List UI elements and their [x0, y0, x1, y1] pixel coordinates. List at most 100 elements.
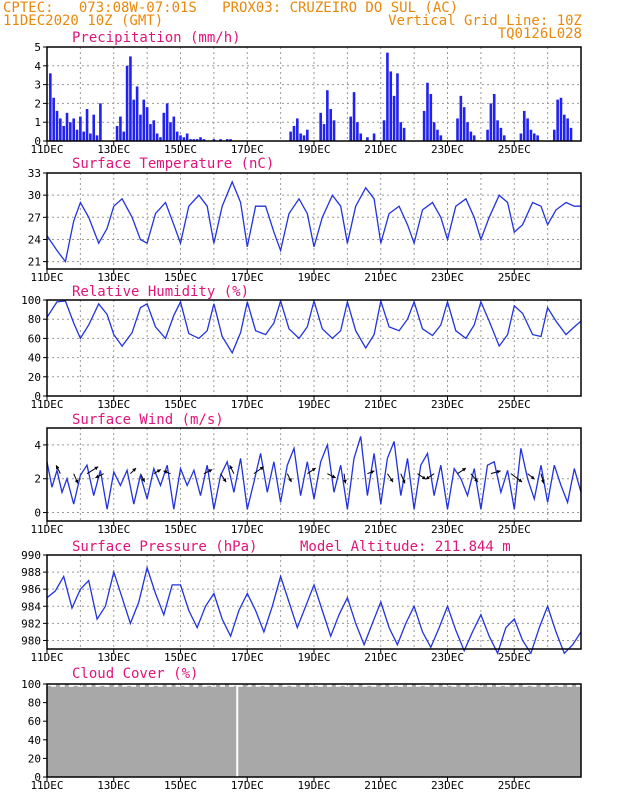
cloud-bar [189, 684, 194, 688]
x-tick-label: 13DEC [97, 779, 130, 792]
precip-bar [432, 122, 436, 141]
precip-bar [382, 120, 386, 141]
wind-arrowhead [540, 479, 545, 484]
cloud-bar [144, 683, 149, 688]
cloud-cover-panel: 0 20 40 60 80 100 11DEC 13DEC 15DEC 17DEC 19DEC 21D… [21, 666, 582, 792]
precip-bar [426, 82, 429, 141]
precip-bar [466, 122, 469, 141]
precip-bar [82, 131, 86, 141]
precip-bar [75, 129, 79, 141]
y-tick-label: 3 [34, 79, 41, 92]
y-tick-label: 2 [34, 97, 41, 110]
precip-bar [212, 139, 216, 141]
precip-bar [155, 133, 159, 141]
x-tick-label: 19DEC [297, 651, 330, 664]
cloud-bar [518, 683, 523, 688]
precip-bar [99, 103, 102, 141]
wind-arrowhead [132, 468, 137, 472]
precip-bar [59, 118, 62, 141]
cloud-bar [109, 684, 114, 688]
precip-bar [135, 86, 139, 141]
cloud-bar [465, 683, 470, 688]
precip-bar [439, 135, 443, 141]
cloud-bar [180, 685, 185, 688]
wind-arrowhead [311, 468, 316, 472]
precip-bar [436, 129, 439, 141]
cloud-bar [47, 685, 51, 688]
humidity-panel: 0 20 40 60 80 100 11DEC 13DEC 15DEC 17DEC 19DEC 21D… [21, 284, 582, 411]
precip-bar [172, 116, 176, 141]
precip-bar [359, 133, 363, 141]
precip-bar [389, 71, 393, 141]
precip-bar [185, 133, 189, 141]
header-line-1: CPTEC: 073:08W-07:01S PROX03: CRUZEIRO D… [3, 0, 459, 16]
precip-bar [149, 124, 152, 141]
cloud-bar [349, 684, 354, 688]
precip-bar [92, 114, 96, 141]
y-tick-label: 980 [21, 634, 41, 647]
x-tick-label: 19DEC [297, 523, 330, 536]
precip-bar [125, 65, 129, 141]
precip-bar [489, 103, 493, 141]
precip-bar [79, 116, 82, 141]
cloud-bar [225, 683, 229, 688]
y-tick-label: 986 [21, 583, 41, 596]
wind-arrowhead [56, 465, 60, 470]
precip-bar [299, 133, 302, 141]
x-tick-label: 23DEC [431, 651, 464, 664]
precip-bar [52, 97, 55, 141]
x-tick-label: 13DEC [97, 398, 130, 411]
x-tick-label: 23DEC [431, 779, 464, 792]
cloud-bar [153, 685, 158, 688]
precip-bar [225, 139, 229, 141]
x-tick-label: 11DEC [30, 779, 63, 792]
precip-bar [332, 120, 336, 141]
y-tick-label: 984 [21, 600, 41, 613]
precipitation-title: Precipitation (mm/h) [72, 30, 241, 46]
cloud-bar [331, 683, 336, 688]
precip-bar [179, 135, 182, 141]
y-tick-label: 80 [28, 697, 41, 710]
y-tick-label: 2 [34, 473, 41, 486]
cloud-bar [563, 684, 568, 688]
precip-bar [219, 139, 222, 141]
precip-bar [229, 139, 232, 141]
precip-bar [292, 125, 296, 141]
y-tick-label: 27 [28, 211, 41, 224]
wind-arrowhead [163, 470, 168, 474]
wind-arrowhead [141, 478, 145, 483]
y-tick-label: 988 [21, 566, 41, 579]
precip-bar [472, 135, 476, 141]
precip-bar [195, 139, 199, 141]
precip-bar [386, 52, 389, 141]
y-tick-label: 60 [28, 715, 41, 728]
precip-bar [192, 139, 196, 141]
y-tick-label: 0 [34, 135, 41, 148]
precip-bar [522, 110, 526, 141]
precip-bar [95, 135, 99, 141]
x-tick-label: 17DEC [231, 523, 264, 536]
y-tick-label: 60 [28, 332, 41, 345]
cloud-bar [394, 685, 399, 688]
cloud-bar [509, 684, 514, 688]
cloud-bar [492, 683, 496, 688]
y-tick-label: 80 [28, 313, 41, 326]
precip-bar [89, 133, 92, 141]
wind-arrowhead [343, 479, 347, 484]
precip-bar [159, 137, 162, 141]
wind-arrowhead [288, 478, 292, 483]
x-tick-label: 15DEC [164, 398, 197, 411]
cloud-bar [358, 683, 363, 688]
precip-bar [202, 139, 206, 141]
cloud-bar [269, 684, 274, 688]
y-tick-label: 0 [34, 771, 41, 784]
x-tick-label: 21DEC [364, 398, 397, 411]
cloud-bar [420, 685, 425, 688]
precip-bar [306, 129, 309, 141]
x-tick-label: 17DEC [231, 651, 264, 664]
cloud-bar [536, 684, 541, 688]
cloud-bar [376, 684, 381, 688]
precip-bar [115, 125, 119, 141]
cloud-bar [127, 685, 132, 688]
